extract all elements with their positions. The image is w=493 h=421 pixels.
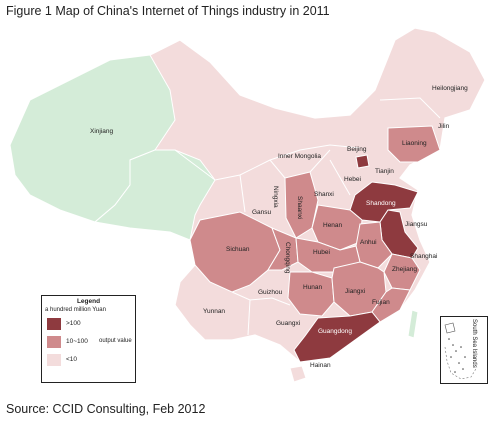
label-henan: Henan	[323, 222, 343, 229]
source-note: Source: CCID Consulting, Feb 2012	[6, 402, 206, 416]
legend-box: Legend a hundred million Yuan >100 10~10…	[41, 295, 136, 383]
label-shandong: Shandong	[366, 200, 396, 207]
label-xinjiang: Xinjiang	[90, 128, 114, 135]
label-liaoning: Liaoning	[402, 140, 427, 147]
legend-swatch-mid	[47, 336, 61, 348]
label-hainan: Hainan	[310, 362, 331, 369]
legend-swatch-high	[47, 318, 61, 330]
label-gansu: Gansu	[252, 209, 272, 216]
label-jiangsu: Jiangsu	[405, 221, 428, 228]
inset-map	[444, 322, 478, 380]
region-taiwan	[407, 309, 419, 339]
region-guangdong	[293, 311, 381, 363]
label-shanxi: Shanxi	[314, 191, 334, 198]
label-ningxia: Ningxia	[272, 186, 279, 208]
label-hubei: Hubei	[313, 249, 330, 256]
label-hebei: Hebei	[344, 176, 361, 183]
region-henan	[311, 204, 363, 251]
region-tibet	[93, 149, 216, 241]
label-jilin: Jilin	[438, 123, 450, 130]
label-hunan: Hunan	[303, 284, 323, 291]
label-sichuan: Sichuan	[226, 246, 250, 253]
label-zhejiang: Zhejiang	[392, 266, 417, 273]
label-inner-mongolia: Inner Mongolia	[278, 153, 321, 160]
label-beijing: Beijing	[347, 146, 367, 153]
label-guangdong: Guangdong	[318, 328, 352, 335]
inset-label: South Sea Islands	[471, 319, 477, 368]
legend-label-mid: 10~100	[66, 338, 88, 345]
legend-label-high: >100	[66, 320, 81, 327]
label-anhui: Anhui	[360, 239, 377, 246]
label-guizhou: Guizhou	[258, 289, 283, 296]
figure-title: Figure 1 Map of China's Internet of Thin…	[6, 4, 330, 18]
label-shanghai: Shanghai	[410, 253, 437, 260]
region-hainan	[289, 365, 307, 383]
label-heilongjiang: Heilongjiang	[432, 85, 468, 92]
legend-swatch-low	[47, 354, 61, 366]
region-beijing	[355, 154, 370, 169]
legend-unit: a hundred million Yuan	[45, 307, 106, 313]
label-tianjin: Tianjin	[375, 168, 394, 175]
label-jiangxi: Jiangxi	[345, 288, 365, 295]
province-borders	[174, 97, 441, 336]
legend-label-low: <10	[66, 356, 78, 363]
legend-title: Legend	[76, 298, 101, 305]
label-yunnan: Yunnan	[203, 308, 225, 315]
label-fujian: Fujian	[372, 299, 390, 306]
label-guangxi: Guangxi	[276, 320, 300, 327]
region-sichuan	[189, 211, 281, 293]
legend-output-note: output value	[99, 338, 132, 344]
south-sea-inset: South Sea Islands	[440, 316, 488, 384]
region-liaoning	[387, 125, 441, 163]
inset-islands	[448, 338, 466, 373]
region-hunan	[287, 271, 335, 317]
label-chongqing: Chongqing	[284, 242, 291, 274]
label-shaanxi: Shaanxi	[296, 196, 303, 220]
